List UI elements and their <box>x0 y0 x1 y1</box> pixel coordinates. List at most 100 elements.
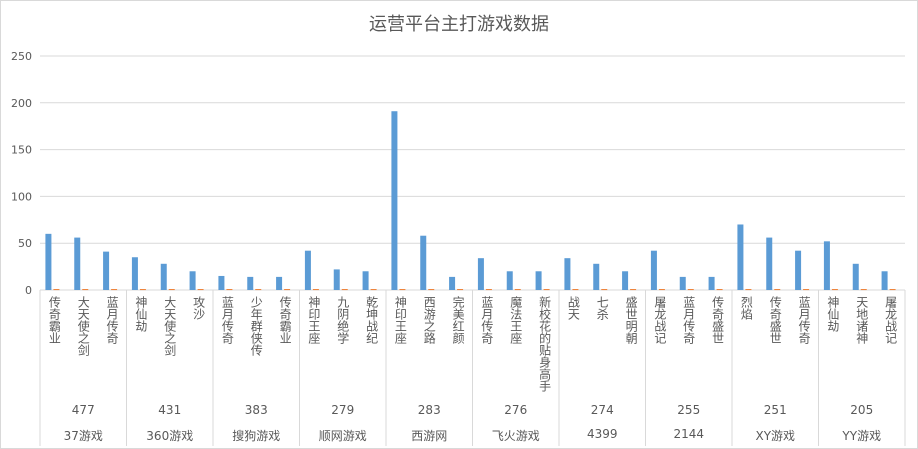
bar-series2 <box>630 289 637 291</box>
bar-series2 <box>197 289 204 291</box>
group-name: 飞火游戏 <box>491 429 540 443</box>
bar-series1 <box>795 250 802 290</box>
bar-series1 <box>247 276 254 290</box>
category-label: 蓝月传奇 <box>681 296 696 344</box>
bar-series1 <box>737 224 744 290</box>
bar-series2 <box>457 289 464 291</box>
bar-series1 <box>593 263 600 290</box>
bar-series1 <box>160 263 167 290</box>
category-label: 大天使之剑 <box>76 296 91 356</box>
group-value: 279 <box>331 403 355 417</box>
bar-series1 <box>708 276 715 290</box>
bar-series1 <box>218 275 225 290</box>
bar-series1 <box>189 271 196 290</box>
bar-series1 <box>74 237 81 290</box>
bar-series2 <box>716 289 723 291</box>
bar-series2 <box>53 289 60 291</box>
bar-series1 <box>333 269 340 290</box>
bar-series1 <box>477 258 484 290</box>
group-name: 4399 <box>586 427 618 441</box>
category-label: 传奇霸业 <box>47 296 62 344</box>
bar-series1 <box>362 271 369 290</box>
group-name: 搜狗游戏 <box>232 429 281 443</box>
y-tick-label: 50 <box>18 237 32 250</box>
category-label: 传奇霸业 <box>278 296 293 344</box>
bar-series1 <box>535 271 542 290</box>
bar-series1 <box>420 235 427 290</box>
bar-series1 <box>881 271 888 290</box>
bar-series1 <box>766 237 773 290</box>
category-label: 传奇盛世 <box>768 296 783 344</box>
y-tick-label: 100 <box>11 190 32 203</box>
category-label: 魔法王座 <box>508 296 523 344</box>
bar-series1 <box>506 271 513 290</box>
bar-series2 <box>428 289 435 291</box>
bar-series1 <box>852 263 859 290</box>
category-label: 蓝月传奇 <box>220 296 235 344</box>
group-value: 251 <box>763 403 787 417</box>
category-label: 神印王座 <box>393 296 408 344</box>
category-label: 神仙劫 <box>825 296 840 332</box>
bar-series2 <box>82 289 89 291</box>
category-label: 大天使之剑 <box>162 296 177 356</box>
group-value: 255 <box>677 403 701 417</box>
bar-series1 <box>650 250 657 290</box>
group-name: YY游戏 <box>842 429 882 443</box>
group-value: 383 <box>244 403 268 417</box>
bar-series2 <box>572 289 579 291</box>
bar-series1 <box>823 241 830 290</box>
y-tick-label: 0 <box>25 284 32 297</box>
bar-series1 <box>304 250 311 290</box>
category-label: 神印王座 <box>306 296 321 344</box>
bar-series1 <box>276 276 283 290</box>
category-label: 天地诸神 <box>854 296 869 344</box>
bar-series2 <box>139 289 146 291</box>
group-value: 431 <box>158 403 182 417</box>
bar-series2 <box>226 289 233 291</box>
group-value: 274 <box>590 403 614 417</box>
bar-series2 <box>889 289 896 291</box>
bar-series2 <box>687 289 694 291</box>
bar-series2 <box>255 289 262 291</box>
bar-series1 <box>103 251 110 290</box>
bar-series2 <box>284 289 291 291</box>
bar-series2 <box>543 289 550 291</box>
bar-series1 <box>622 271 629 290</box>
bar-series2 <box>601 289 608 291</box>
bar-series2 <box>774 289 781 291</box>
bar-series2 <box>745 289 752 291</box>
group-name: 西游网 <box>411 429 448 443</box>
bar-series2 <box>658 289 665 291</box>
bar-series2 <box>514 289 521 291</box>
category-label: 西游之路 <box>422 296 437 344</box>
bar-series2 <box>860 289 867 291</box>
group-name: 2144 <box>673 427 705 441</box>
category-label: 攻沙 <box>191 296 206 320</box>
bar-series2 <box>485 289 492 291</box>
bar-series2 <box>168 289 175 291</box>
bar-series1 <box>564 258 571 290</box>
category-label: 新校花的贴身高手 <box>537 296 552 392</box>
chart-title: 运营平台主打游戏数据 <box>369 14 549 35</box>
group-value: 283 <box>417 403 441 417</box>
bar-series2 <box>111 289 118 291</box>
category-label: 七杀 <box>595 296 610 320</box>
y-tick-label: 200 <box>11 97 32 110</box>
category-label: 蓝月传奇 <box>797 296 812 344</box>
bar-series1 <box>391 111 398 290</box>
bar-series2 <box>370 289 377 291</box>
bar-series1 <box>45 233 52 290</box>
group-value: 205 <box>850 403 874 417</box>
bar-series1 <box>449 276 456 290</box>
bar-series2 <box>803 289 810 291</box>
category-label: 屠龙战记 <box>883 296 898 344</box>
category-label: 少年群侠传 <box>249 296 264 356</box>
category-label: 战天 <box>566 296 581 320</box>
category-label: 乾坤战纪 <box>364 296 379 344</box>
category-label: 屠龙战记 <box>652 296 667 344</box>
y-tick-label: 150 <box>11 144 32 157</box>
group-value: 477 <box>71 403 95 417</box>
category-label: 九阴绝学 <box>335 296 350 344</box>
